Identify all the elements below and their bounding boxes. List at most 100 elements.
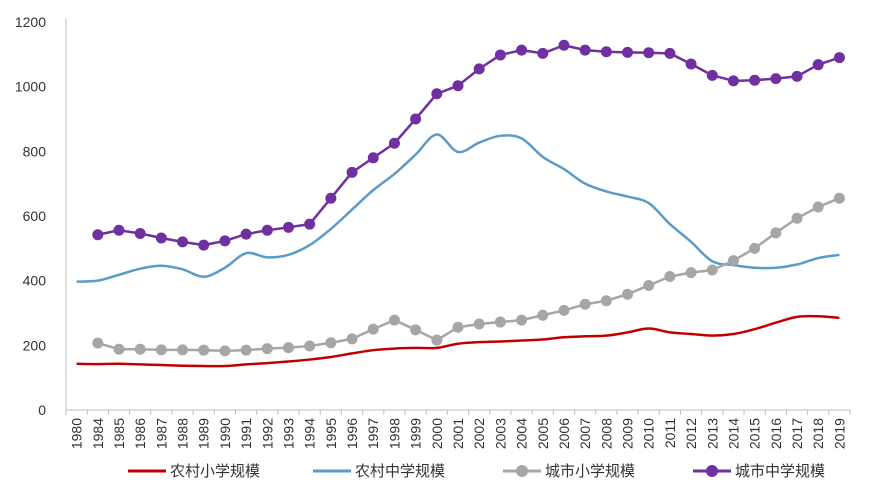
- legend-marker: [516, 465, 528, 477]
- legend-item: 城市中学规模: [693, 462, 825, 480]
- series-line: [76, 133, 840, 283]
- legend-label: 城市中学规模: [735, 462, 825, 480]
- x-tick-label: 2018: [810, 418, 826, 449]
- data-point: [113, 343, 125, 355]
- data-point: [706, 264, 718, 276]
- data-point: [388, 314, 400, 326]
- x-tick-label: 1998: [386, 418, 402, 449]
- data-point: [177, 344, 189, 356]
- data-point: [198, 239, 210, 251]
- data-point: [219, 345, 231, 357]
- data-point: [558, 304, 570, 316]
- y-tick-label: 400: [23, 273, 47, 289]
- data-point: [282, 342, 294, 354]
- x-tick-label: 2002: [471, 418, 487, 449]
- data-point: [367, 152, 379, 164]
- x-tick-label: 1994: [302, 418, 318, 449]
- data-point: [473, 63, 485, 75]
- legend-item: 农村小学规模: [128, 462, 260, 480]
- x-tick-label: 1984: [90, 418, 106, 449]
- data-point: [812, 201, 824, 213]
- y-axis: 0 200 400 600 800 1000 1200: [15, 14, 67, 418]
- x-tick-label: 2012: [683, 418, 699, 449]
- data-point: [516, 44, 528, 56]
- data-point: [410, 113, 422, 125]
- data-point: [537, 47, 549, 59]
- data-point: [367, 323, 379, 335]
- x-tick-label: 1996: [344, 418, 360, 449]
- x-tick-label: 1990: [217, 418, 233, 449]
- y-tick-label: 800: [23, 143, 47, 159]
- data-point: [261, 224, 273, 236]
- x-tick-label: 1992: [259, 418, 275, 449]
- series-2: [76, 133, 840, 283]
- x-tick-label: 1985: [111, 418, 127, 449]
- x-tick-label: 1988: [175, 418, 191, 449]
- data-point: [261, 343, 273, 355]
- data-point: [240, 344, 252, 356]
- data-point: [537, 309, 549, 321]
- y-tick-label: 600: [23, 208, 47, 224]
- legend-item: 城市小学规模: [503, 462, 635, 480]
- data-point: [219, 235, 231, 247]
- data-point: [685, 267, 697, 279]
- data-point: [685, 58, 697, 70]
- data-point: [92, 337, 104, 349]
- data-point: [304, 340, 316, 352]
- x-tick-label: 2017: [789, 418, 805, 449]
- legend-marker: [706, 465, 718, 477]
- x-tick-label: 2003: [492, 418, 508, 449]
- data-point: [240, 228, 252, 240]
- x-tick-label: 1993: [280, 418, 296, 449]
- x-tick-label: 2015: [747, 418, 763, 449]
- x-tick-label: 2007: [577, 418, 593, 449]
- data-point: [325, 337, 337, 349]
- data-point: [282, 221, 294, 233]
- data-point: [452, 80, 464, 92]
- data-point: [452, 321, 464, 333]
- data-point: [727, 255, 739, 267]
- legend-label: 农村小学规模: [170, 462, 260, 480]
- data-point: [516, 314, 528, 326]
- x-tick-label: 1987: [153, 418, 169, 449]
- data-point: [558, 39, 570, 51]
- legend: 农村小学规模 农村中学规模 城市小学规模 城市中学规模: [128, 462, 825, 480]
- data-point: [791, 212, 803, 224]
- data-point: [812, 59, 824, 71]
- x-tick-label: 2000: [429, 418, 445, 449]
- x-tick-label: 1980: [69, 418, 85, 449]
- data-point: [770, 227, 782, 239]
- data-point: [664, 47, 676, 59]
- x-tick-label: 2004: [514, 418, 530, 449]
- legend-item: 农村中学规模: [313, 462, 445, 480]
- data-point: [431, 88, 443, 100]
- data-point: [833, 192, 845, 204]
- data-point: [749, 242, 761, 254]
- data-point: [622, 46, 634, 58]
- data-point: [134, 343, 146, 355]
- y-tick-label: 0: [38, 402, 46, 418]
- data-point: [177, 236, 189, 248]
- data-point: [579, 298, 591, 310]
- data-point: [431, 334, 443, 346]
- series-3: [92, 192, 845, 357]
- data-point: [749, 74, 761, 86]
- data-point: [113, 224, 125, 236]
- x-tick-label: 1989: [196, 418, 212, 449]
- x-tick-label: 2006: [556, 418, 572, 449]
- x-tick-label: 2013: [704, 418, 720, 449]
- x-tick-label: 2014: [725, 418, 741, 449]
- series-layer: [76, 39, 845, 368]
- x-tick-label: 1999: [408, 418, 424, 449]
- data-point: [155, 232, 167, 244]
- series-line: [97, 44, 840, 247]
- data-point: [579, 44, 591, 56]
- series-line: [76, 314, 840, 368]
- data-point: [706, 69, 718, 81]
- x-tick-label: 1997: [365, 418, 381, 449]
- data-point: [198, 344, 210, 356]
- data-point: [346, 333, 358, 345]
- series-1: [76, 314, 840, 368]
- x-tick-label: 2019: [831, 418, 847, 449]
